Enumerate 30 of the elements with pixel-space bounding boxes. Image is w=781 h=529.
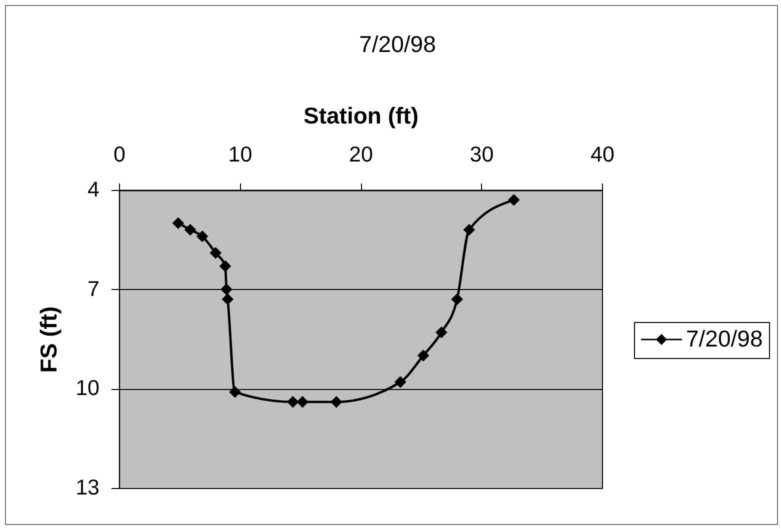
y-tick-label: 7 [88,276,100,301]
point [508,194,520,206]
y-tick-label: 10 [76,376,100,400]
x-tick-label: 30 [470,142,494,166]
point [222,293,234,306]
point [286,396,299,408]
y-tick-label: 13 [76,476,100,500]
point [219,260,232,272]
y-axis-title: FS (ft) [36,306,62,373]
point [417,350,430,362]
chart-title: 7/20/98 [359,31,436,57]
point [435,326,448,338]
point [172,217,184,230]
point [220,283,232,296]
legend-label: 7/20/98 [686,326,763,352]
point [463,224,476,236]
x-axis-title: Station (ft) [304,102,418,128]
point [210,246,222,259]
point [330,396,342,408]
x-tick-label: 10 [228,142,252,166]
point [229,386,241,398]
x-tick-label: 20 [349,142,373,166]
x-tick-label: 0 [114,142,126,166]
y-tick-label: 4 [88,178,100,202]
point [296,396,308,408]
point [196,230,208,242]
x-tick-label: 40 [590,142,614,166]
point [184,224,196,236]
point [394,376,406,388]
point [451,293,464,306]
